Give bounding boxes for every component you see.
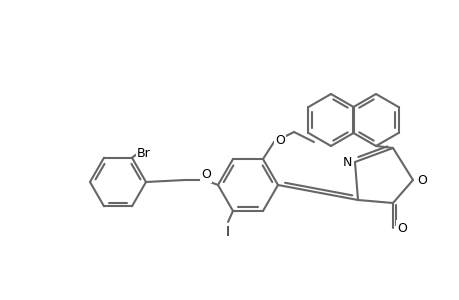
Text: O: O xyxy=(274,134,284,146)
Text: I: I xyxy=(225,225,230,239)
Text: Br: Br xyxy=(137,147,151,160)
Text: O: O xyxy=(396,221,406,235)
Text: O: O xyxy=(201,169,211,182)
Text: N: N xyxy=(341,155,351,169)
Text: O: O xyxy=(416,173,426,187)
